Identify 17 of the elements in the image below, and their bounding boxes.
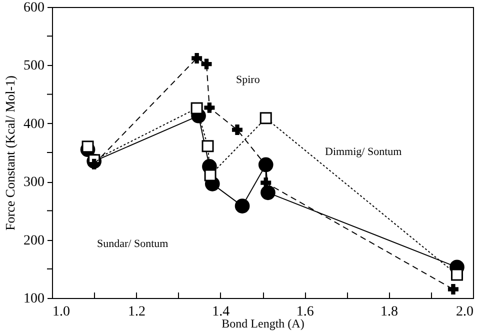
x-axis-title: Bond Length (A) <box>222 316 304 330</box>
y-tick-label: 100 <box>24 292 44 306</box>
annotation: Sundar/ Sontum <box>97 238 169 250</box>
y-tick-label: 200 <box>24 233 44 248</box>
y-axis-title: Force Constant (Kcal/ Mol-1) <box>2 76 18 230</box>
x-tick-label: 1.6 <box>296 304 314 320</box>
y-tick-label: 500 <box>24 58 44 74</box>
x-tick-label: 1.2 <box>128 304 146 320</box>
y-tick-label: 600 <box>24 0 44 16</box>
x-tick-label: 1.0 <box>52 304 70 320</box>
annotation: Spiro <box>236 74 260 86</box>
y-tick-label: 400 <box>24 116 44 132</box>
x-tick-label: 1.8 <box>380 304 398 320</box>
x-tick-label: 2.0 <box>456 304 474 320</box>
x-tick-label: 1.4 <box>212 304 230 320</box>
annotation: Dimmig/ Sontum <box>325 146 402 158</box>
y-tick-label: 300 <box>24 175 44 190</box>
